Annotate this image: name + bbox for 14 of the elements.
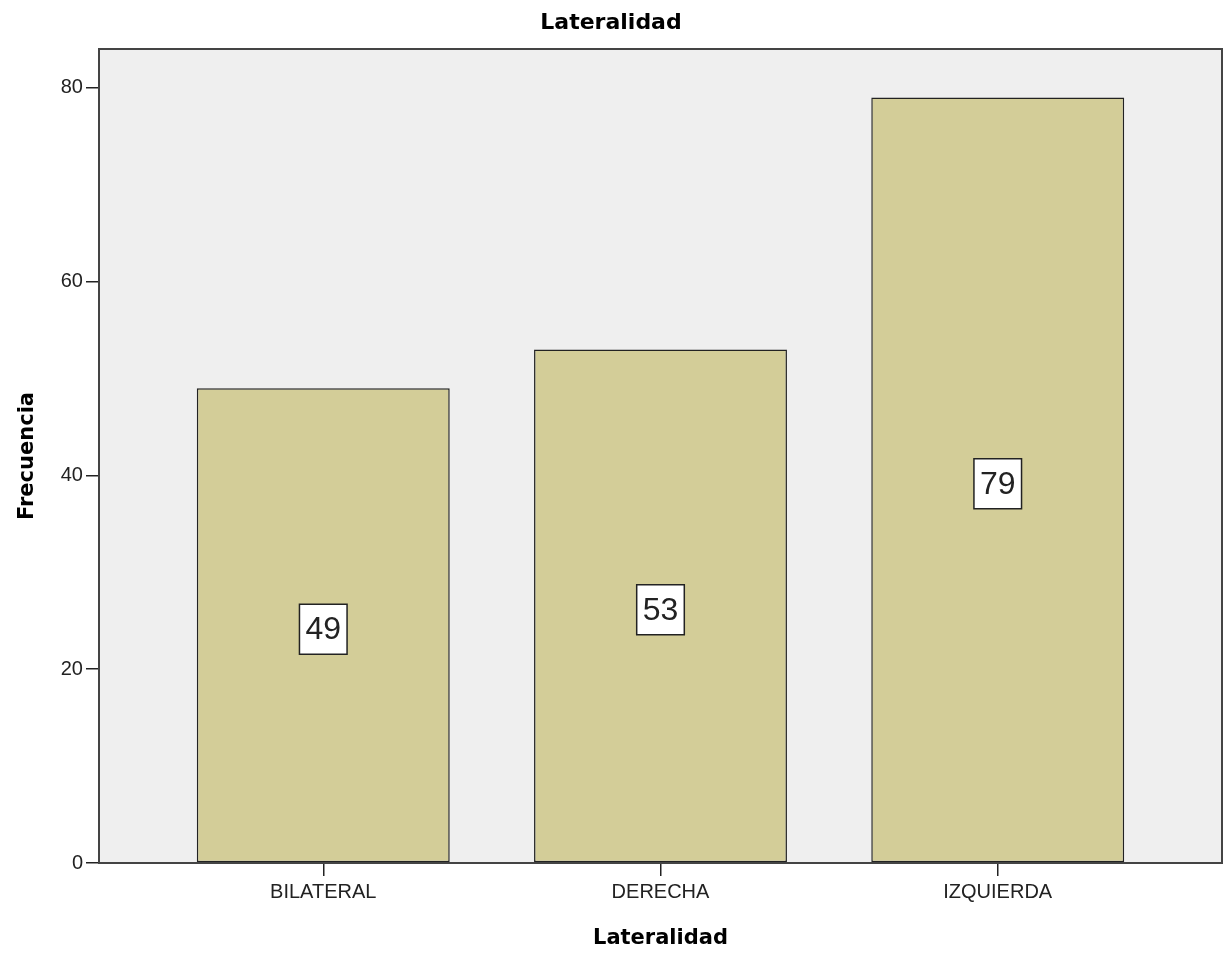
x-axis-title: Lateralidad [593, 924, 728, 949]
data-label: 79 [979, 464, 1016, 501]
y-tick-label: 20 [60, 656, 83, 679]
y-tick-label: 40 [60, 462, 83, 485]
y-tick-label: 0 [71, 850, 83, 873]
y-axis-title: Frecuencia [14, 391, 39, 521]
chart-title: Lateralidad [540, 8, 682, 34]
x-tick-label: DERECHA [611, 879, 711, 902]
y-tick-label: 60 [60, 269, 83, 292]
x-tick-label: BILATERAL [270, 879, 377, 902]
x-tick-label: IZQUIERDA [943, 879, 1053, 902]
y-tick-label: 80 [60, 75, 83, 98]
data-label: 53 [642, 590, 679, 627]
data-label: 49 [305, 610, 342, 647]
